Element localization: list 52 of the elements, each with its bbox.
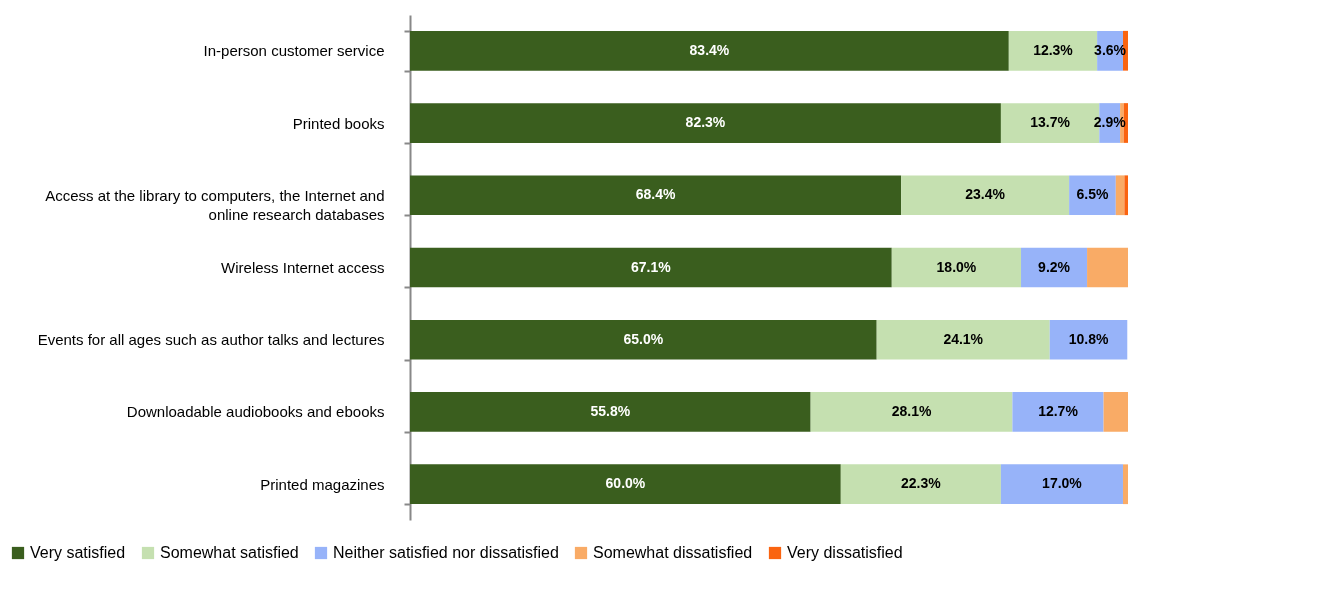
data-label: 12.3% [1033,41,1074,58]
bar [891,247,1022,288]
y-tick-label: Downloadable audiobooks and ebooks [126,403,385,421]
bar [1115,175,1125,216]
bar [876,319,1050,360]
y-tick-label: Events for all ages such as author talks and lectures [37,331,385,349]
bar [410,247,892,288]
data-label: 68.4% [635,186,676,203]
data-label: 83.4% [689,41,730,58]
data-label: 67.1% [631,258,672,275]
bar [1000,464,1123,505]
legend-label: Very satisfied [30,544,126,561]
bar [410,103,1001,143]
bar [410,175,902,216]
bar [840,464,1001,505]
data-label: 17.0% [1042,475,1083,492]
bar [410,319,877,360]
bar [1087,247,1128,288]
bar [1122,464,1128,505]
data-label: 82.3% [685,114,726,131]
bar [1124,175,1128,216]
y-tick-label: Printed magazines [260,475,385,493]
data-label: 28.1% [891,402,932,419]
data-label: 13.7% [1030,114,1071,131]
data-label: 23.4% [965,186,1006,203]
data-label: 60.0% [605,475,646,492]
data-label: 10.8% [1068,330,1109,347]
legend-label: Very dissatisfied [787,544,903,561]
bar [810,392,1013,432]
bar [410,30,1009,71]
bar [1012,392,1104,432]
data-label: 18.0% [936,258,977,275]
bar [901,175,1070,216]
y-tick-label: Wireless Internet access [221,259,385,276]
data-label: 9.2% [1038,258,1071,275]
y-tick-label: Access at the library to computers, the Internet and online research databases [45,186,385,223]
bar [410,392,811,432]
data-label: 55.8% [590,402,631,419]
data-label: 22.3% [901,475,942,492]
bar [410,464,841,505]
data-label: 6.5% [1076,186,1109,203]
legend-label: Neither satisfied nor dissatisfied [333,544,559,561]
bar [1049,319,1128,360]
legend-label: Somewhat dissatisfied [593,544,753,561]
data-label: 65.0% [623,330,664,347]
data-label: 24.1% [943,330,984,347]
bar [1103,392,1128,432]
y-tick-label: Printed books [292,114,385,132]
legend-label: Somewhat satisfied [160,544,299,561]
data-label: 12.7% [1038,402,1079,419]
bar [1021,247,1088,288]
y-tick-label: In-person customer service [203,42,385,60]
